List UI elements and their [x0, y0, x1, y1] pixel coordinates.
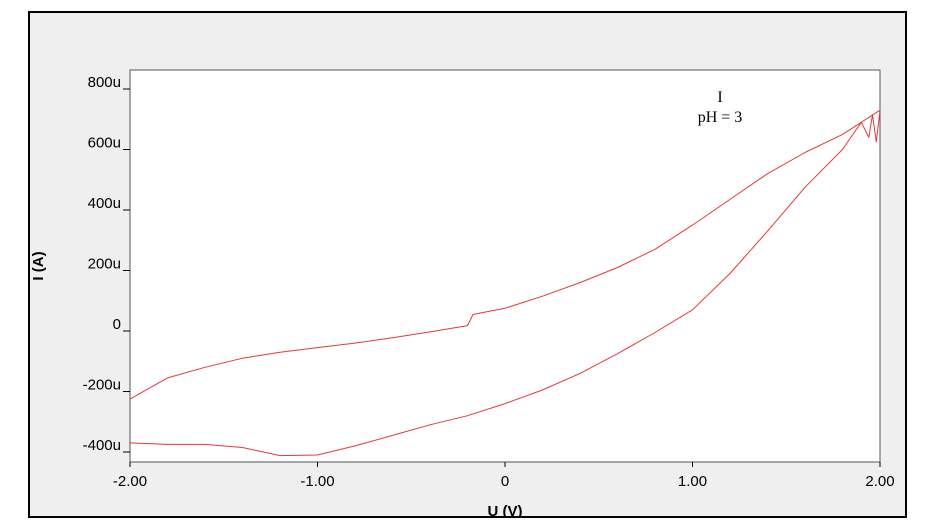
x-axis: -2.00 -1.00 0 1.00 2.00 [113, 462, 895, 490]
series-group [129, 109, 881, 457]
y-tick-label: 800u [88, 74, 121, 91]
y-tick-label: 200u [88, 256, 121, 273]
y-tick-label: 0 [113, 316, 121, 333]
y-axis: 800u 600u 400u 200u 0 -200u -400u [83, 74, 130, 454]
y-axis-title: I (A) [30, 251, 47, 280]
chart-svg: 800u 600u 400u 200u 0 -200u -400u -2.00 -1.00 0 1… [30, 69, 895, 516]
y-tick-label: -400u [83, 437, 121, 454]
x-tick-label: -2.00 [113, 473, 147, 490]
chart-frame: 800u 600u 400u 200u 0 -200u -400u -2.00 -1.00 0 1… [28, 11, 907, 518]
y-tick-label: 600u [88, 135, 121, 152]
annotation-line-2: pH = 3 [698, 109, 743, 126]
x-tick-label: 2.00 [865, 473, 894, 490]
x-tick-label: -1.00 [300, 473, 334, 490]
x-axis-title: U (V) [488, 503, 523, 516]
x-tick-label: 1.00 [678, 473, 707, 490]
x-tick-label: 0 [501, 473, 509, 490]
plot-area [129, 69, 881, 463]
series-line-0 [129, 109, 881, 457]
y-tick-label: -200u [83, 377, 121, 394]
annotation-line-1: I [717, 89, 722, 106]
y-tick-label: 400u [88, 195, 121, 212]
